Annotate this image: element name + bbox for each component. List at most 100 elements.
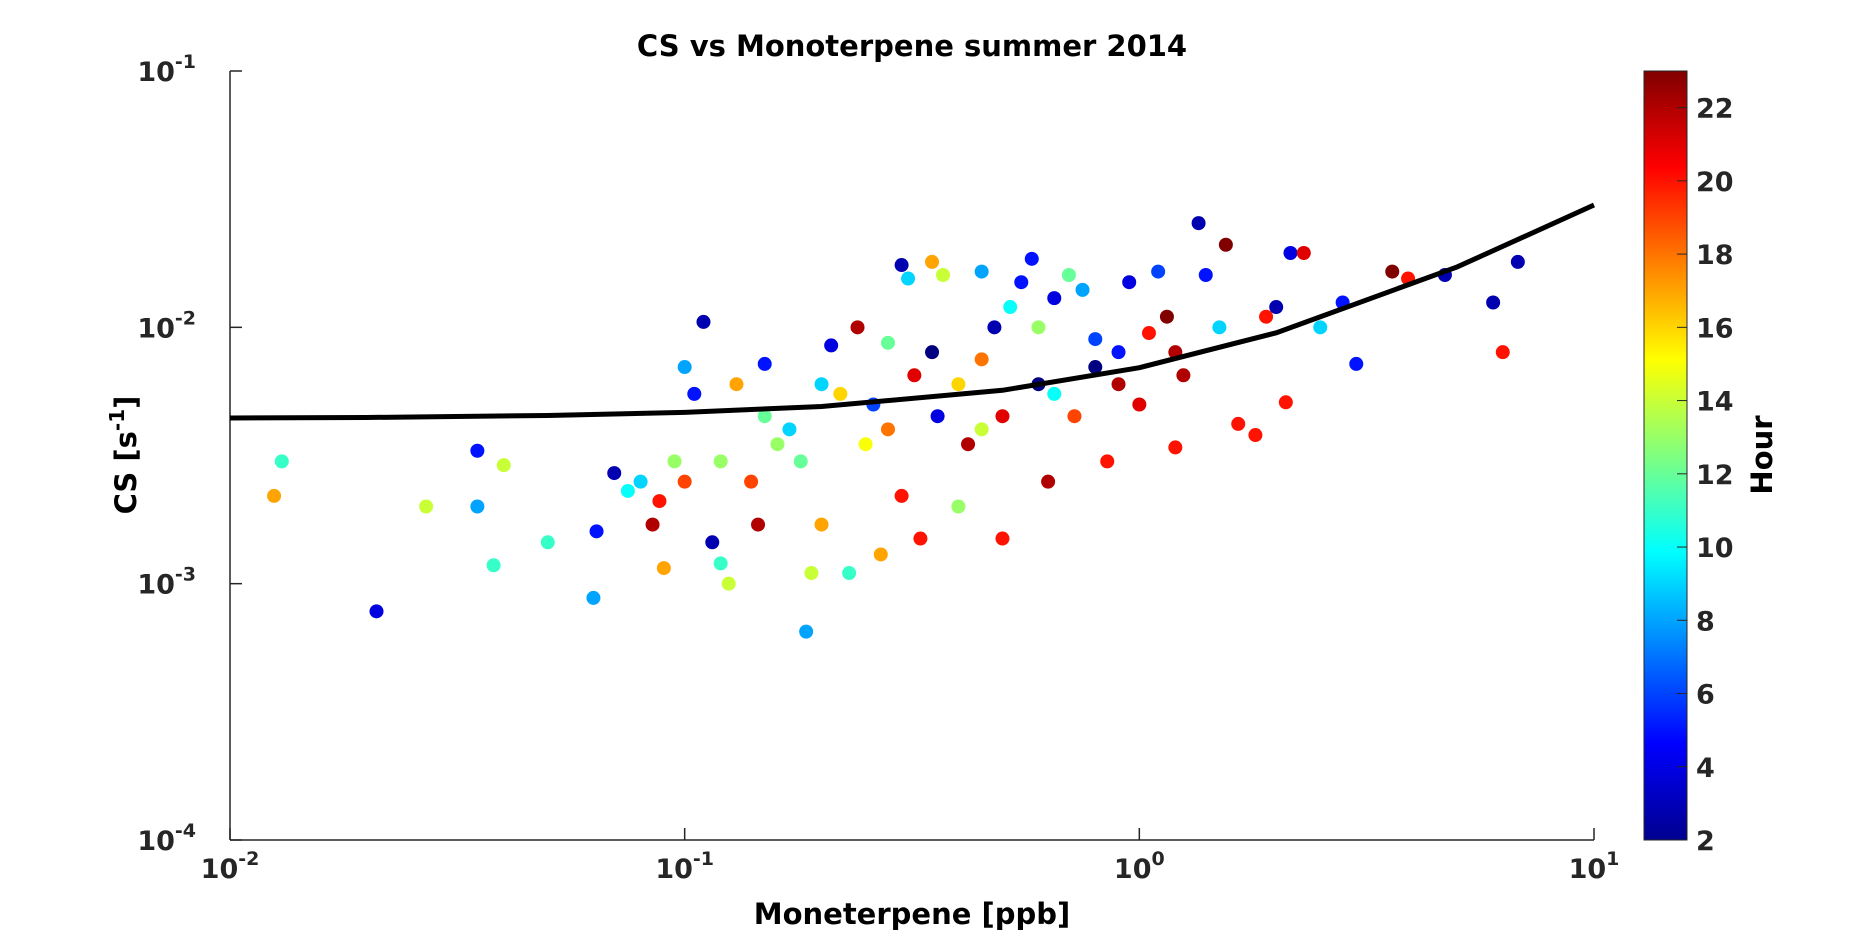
- point: [1041, 474, 1056, 489]
- point: [1111, 377, 1126, 392]
- point: [925, 254, 940, 269]
- point: [880, 422, 895, 437]
- point: [1313, 320, 1328, 335]
- point: [1510, 254, 1525, 269]
- y-axis-label-text: CS [s: [109, 431, 143, 514]
- point: [705, 535, 720, 550]
- point: [974, 264, 989, 279]
- point: [1100, 454, 1115, 469]
- point: [974, 352, 989, 367]
- point: [1031, 320, 1046, 335]
- colorbar-tick-label: 6: [1696, 680, 1715, 711]
- point: [814, 517, 829, 532]
- colorbar-tick-label: 8: [1696, 606, 1715, 637]
- point: [633, 474, 648, 489]
- point: [951, 377, 966, 392]
- point: [757, 409, 772, 424]
- point: [1003, 300, 1018, 315]
- point: [1159, 309, 1174, 324]
- point: [873, 547, 888, 562]
- point: [907, 368, 922, 383]
- y-tick-label: 10-3: [137, 564, 196, 601]
- point: [645, 517, 660, 532]
- point: [687, 386, 702, 401]
- colorbar-tick-label: 20: [1696, 167, 1734, 198]
- point: [913, 531, 928, 546]
- y-tick-label-exp: -2: [175, 307, 196, 329]
- point: [951, 499, 966, 514]
- point: [1259, 309, 1274, 324]
- point: [804, 566, 819, 581]
- point: [667, 454, 682, 469]
- point: [656, 561, 671, 576]
- colorbar-tick-label: 4: [1696, 753, 1715, 784]
- point: [744, 474, 759, 489]
- x-tick-label-exp: -2: [238, 848, 259, 870]
- y-tick-label: 10-2: [137, 307, 196, 344]
- x-tick-label: 10-1: [655, 848, 714, 885]
- point: [1168, 440, 1183, 455]
- point: [751, 517, 766, 532]
- point: [1088, 332, 1103, 347]
- colorbar-tick-label: 12: [1696, 460, 1734, 491]
- point: [1176, 368, 1191, 383]
- point: [901, 271, 916, 286]
- point: [677, 360, 692, 375]
- y-axis-label-sup: -1: [105, 409, 129, 431]
- point: [1191, 216, 1206, 231]
- point: [274, 454, 289, 469]
- point: [833, 386, 848, 401]
- point: [858, 437, 873, 452]
- point: [1014, 275, 1029, 290]
- chart-title: CS vs Monoterpene summer 2014: [637, 29, 1187, 63]
- y-tick-label-base: 10: [137, 313, 175, 344]
- colorbar-tick-label: 22: [1696, 94, 1734, 125]
- point: [961, 437, 976, 452]
- point: [757, 356, 772, 371]
- point: [540, 535, 555, 550]
- point: [713, 556, 728, 571]
- point: [925, 345, 940, 360]
- point: [799, 624, 814, 639]
- point: [1111, 345, 1126, 360]
- point: [729, 377, 744, 392]
- point: [496, 458, 511, 473]
- point: [894, 488, 909, 503]
- point: [894, 258, 909, 273]
- point: [1075, 282, 1090, 297]
- x-tick-label: 101: [1569, 848, 1620, 885]
- point: [620, 483, 635, 498]
- y-tick-label-exp: -3: [175, 564, 196, 586]
- point: [1218, 237, 1233, 252]
- colorbar-tick-label: 16: [1696, 313, 1734, 344]
- point: [1212, 320, 1227, 335]
- colorbar-tick-label: 14: [1696, 387, 1734, 418]
- point: [470, 443, 485, 458]
- point: [1024, 251, 1039, 266]
- point: [814, 377, 829, 392]
- x-tick-label-exp: 1: [1606, 848, 1619, 870]
- y-tick-label: 10-1: [137, 51, 196, 88]
- x-tick-label-exp: -1: [693, 848, 714, 870]
- point: [1278, 395, 1293, 410]
- x-tick-label-base: 10: [655, 854, 693, 885]
- point: [486, 558, 501, 573]
- point: [586, 590, 601, 605]
- point: [987, 320, 1002, 335]
- point: [1283, 245, 1298, 260]
- y-tick-label-exp: -1: [175, 51, 196, 73]
- point: [1122, 275, 1137, 290]
- point: [1067, 409, 1082, 424]
- point: [974, 422, 989, 437]
- point: [607, 466, 622, 481]
- colorbar-tick-label: 18: [1696, 240, 1734, 271]
- colorbar-tick-label: 2: [1696, 826, 1715, 857]
- point: [652, 494, 667, 509]
- point: [1061, 268, 1076, 283]
- y-tick-label-base: 10: [137, 826, 175, 857]
- y-tick-label-exp: -4: [175, 820, 196, 842]
- point: [1349, 356, 1364, 371]
- y-tick-label-base: 10: [137, 57, 175, 88]
- point: [369, 604, 384, 619]
